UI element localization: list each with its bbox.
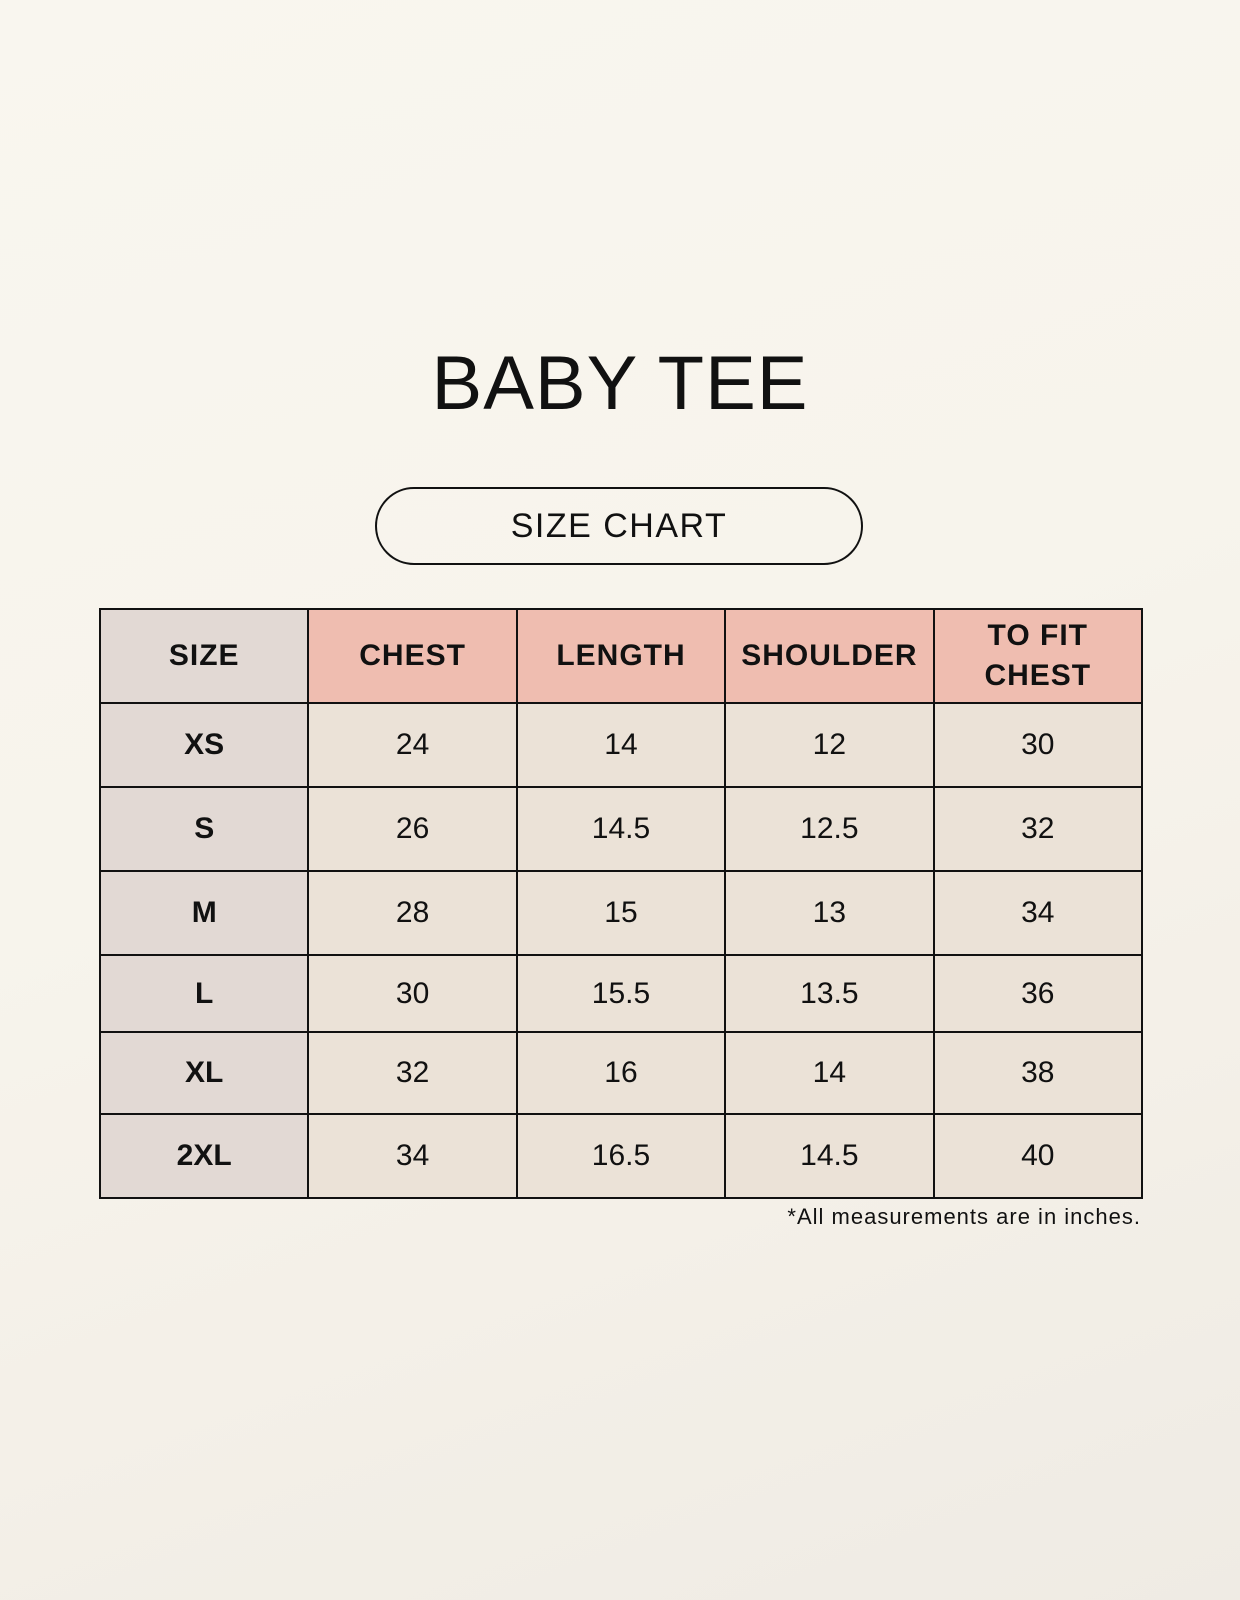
header-shoulder: SHOULDER <box>724 608 935 704</box>
measurement-cell: 16.5 <box>515 1113 727 1199</box>
measurement-cell: 32 <box>932 786 1144 872</box>
table-row: S 26 14.5 12.5 32 <box>98 786 1144 872</box>
measurement-cell: 24 <box>307 702 518 788</box>
size-cell: XL <box>98 1031 310 1115</box>
measurement-cell: 32 <box>307 1031 518 1115</box>
table-row: L 30 15.5 13.5 36 <box>98 954 1144 1033</box>
measurement-cell: 26 <box>307 786 518 872</box>
size-cell: L <box>98 954 310 1033</box>
table-row: 2XL 34 16.5 14.5 40 <box>98 1113 1144 1199</box>
measurement-cell: 15 <box>515 870 727 956</box>
measurement-note: *All measurements are in inches. <box>787 1204 1141 1229</box>
size-cell: XS <box>98 702 310 788</box>
header-size: SIZE <box>98 608 310 704</box>
measurement-cell: 13 <box>724 870 935 956</box>
page-title: BABY TEE <box>431 341 809 426</box>
measurement-cell: 40 <box>932 1113 1144 1199</box>
measurement-cell: 34 <box>932 870 1144 956</box>
measurement-cell: 16 <box>515 1031 727 1115</box>
size-cell: M <box>98 870 310 956</box>
table-row: XS 24 14 12 30 <box>98 702 1144 788</box>
measurement-cell: 12 <box>724 702 935 788</box>
header-to-fit-chest: TO FIT CHEST <box>932 608 1144 704</box>
measurement-cell: 14.5 <box>724 1113 935 1199</box>
measurement-cell: 14 <box>515 702 727 788</box>
measurement-cell: 13.5 <box>724 954 935 1033</box>
size-table: SIZE CHEST LENGTH SHOULDER TO FIT CHEST … <box>98 608 1144 1199</box>
header-chest: CHEST <box>307 608 518 704</box>
measurement-cell: 28 <box>307 870 518 956</box>
measurement-cell: 14.5 <box>515 786 727 872</box>
measurement-cell: 15.5 <box>515 954 727 1033</box>
measurement-cell: 14 <box>724 1031 935 1115</box>
table-row: M 28 15 13 34 <box>98 870 1144 956</box>
measurement-cell: 34 <box>307 1113 518 1199</box>
size-chart-label: SIZE CHART <box>375 487 863 565</box>
measurement-cell: 30 <box>932 702 1144 788</box>
table-row: XL 32 16 14 38 <box>98 1031 1144 1115</box>
table-header-row: SIZE CHEST LENGTH SHOULDER TO FIT CHEST <box>98 608 1144 704</box>
measurement-cell: 38 <box>932 1031 1144 1115</box>
size-cell: S <box>98 786 310 872</box>
measurement-cell: 30 <box>307 954 518 1033</box>
measurement-cell: 36 <box>932 954 1144 1033</box>
header-length: LENGTH <box>515 608 727 704</box>
measurement-cell: 12.5 <box>724 786 935 872</box>
size-cell: 2XL <box>98 1113 310 1199</box>
